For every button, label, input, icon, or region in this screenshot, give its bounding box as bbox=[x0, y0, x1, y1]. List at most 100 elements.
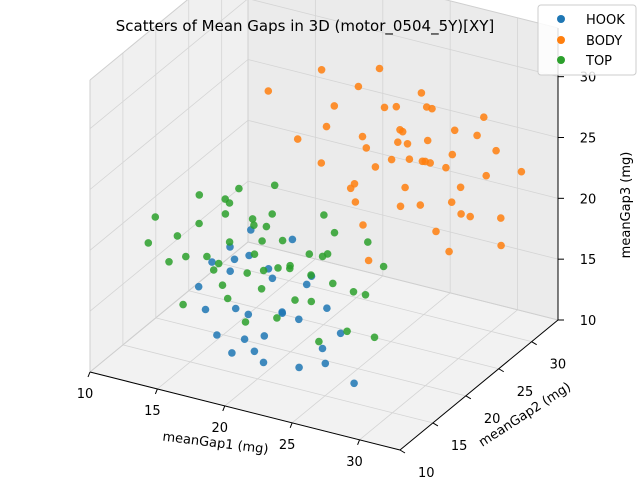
data-point-body bbox=[482, 171, 491, 180]
data-point-top bbox=[291, 296, 299, 304]
data-point-top bbox=[173, 232, 182, 240]
y-tick-label: 20 bbox=[484, 412, 501, 427]
data-point-body bbox=[350, 180, 359, 188]
data-point-body bbox=[364, 256, 373, 265]
legend-label-body: BODY bbox=[586, 34, 622, 49]
data-point-hook bbox=[260, 332, 269, 340]
data-point-top bbox=[182, 252, 190, 261]
data-point-top bbox=[248, 215, 257, 223]
data-point-body bbox=[351, 198, 360, 206]
data-point-body bbox=[264, 87, 273, 95]
data-point-body bbox=[480, 113, 488, 121]
x-tick-mark bbox=[154, 388, 158, 395]
data-point-body bbox=[456, 183, 465, 192]
data-point-hook bbox=[244, 310, 253, 319]
data-point-body bbox=[423, 136, 432, 145]
data-point-hook bbox=[194, 282, 203, 291]
x-tick-mark bbox=[87, 371, 91, 378]
z-tick-label: 25 bbox=[580, 132, 597, 147]
data-point-top bbox=[144, 239, 153, 247]
data-point-body bbox=[401, 183, 409, 192]
chart-title: Scatters of Mean Gaps in 3D (motor_0504_… bbox=[116, 17, 495, 36]
data-point-top bbox=[165, 258, 173, 266]
data-point-top bbox=[195, 191, 204, 199]
grid-line-y-floor bbox=[122, 344, 434, 424]
data-point-top bbox=[330, 228, 339, 237]
data-point-top bbox=[307, 271, 315, 279]
pane-edge bbox=[89, 0, 189, 81]
data-point-top bbox=[235, 184, 243, 193]
data-point-body bbox=[450, 126, 459, 135]
data-point-top bbox=[343, 327, 351, 336]
data-point-top bbox=[262, 222, 271, 231]
data-point-hook bbox=[336, 329, 345, 338]
data-point-top bbox=[270, 181, 279, 190]
x-tick-label: 15 bbox=[144, 404, 161, 419]
data-point-body bbox=[375, 64, 384, 73]
data-point-body bbox=[317, 66, 326, 74]
data-point-hook bbox=[295, 315, 303, 324]
data-point-body bbox=[387, 155, 396, 164]
data-point-top bbox=[329, 279, 337, 288]
y-tick-mark bbox=[498, 368, 505, 373]
x-tick-mark bbox=[289, 422, 293, 429]
data-point-top bbox=[364, 238, 372, 246]
data-point-top bbox=[179, 300, 187, 309]
data-point-body bbox=[358, 132, 367, 141]
data-point-top bbox=[349, 288, 358, 296]
data-points bbox=[144, 64, 526, 388]
legend-label-top: TOP bbox=[585, 54, 612, 69]
grid-line-z-left bbox=[89, 59, 249, 190]
data-point-hook bbox=[288, 235, 297, 244]
data-point-hook bbox=[350, 379, 358, 388]
y-tick-label: 25 bbox=[517, 385, 534, 400]
data-point-hook bbox=[201, 305, 210, 314]
data-point-top bbox=[286, 264, 294, 273]
grid-line-y-floor bbox=[155, 317, 466, 397]
data-point-body bbox=[448, 150, 457, 159]
data-point-hook bbox=[213, 331, 221, 339]
legend-label-hook: HOOK bbox=[586, 13, 625, 28]
y-tick-label: 10 bbox=[418, 466, 435, 480]
data-point-body bbox=[371, 163, 380, 171]
data-point-top bbox=[151, 213, 160, 221]
data-point-hook bbox=[208, 258, 216, 266]
data-point-top bbox=[257, 285, 266, 293]
pane-edge bbox=[444, 0, 559, 29]
data-point-body bbox=[432, 227, 440, 236]
grid-line-z-back bbox=[247, 119, 559, 199]
legend-marker-hook bbox=[557, 15, 565, 23]
data-point-hook bbox=[268, 274, 277, 283]
y-tick-label: 30 bbox=[550, 358, 567, 373]
data-point-top bbox=[250, 221, 258, 229]
data-point-hook bbox=[231, 304, 240, 313]
data-point-body bbox=[421, 157, 430, 166]
data-point-hook bbox=[259, 358, 268, 367]
data-point-hook bbox=[321, 359, 330, 368]
data-point-body bbox=[497, 241, 505, 250]
data-point-body bbox=[445, 247, 453, 256]
data-point-body bbox=[466, 212, 475, 221]
data-point-body bbox=[457, 210, 465, 218]
x-axis-line bbox=[89, 371, 401, 451]
data-point-body bbox=[394, 138, 402, 146]
data-point-top bbox=[259, 266, 268, 275]
data-point-top bbox=[214, 259, 223, 268]
data-point-body bbox=[405, 155, 414, 163]
data-point-top bbox=[225, 238, 234, 246]
data-point-hook bbox=[278, 309, 287, 318]
grid-line-z-left bbox=[89, 120, 249, 251]
data-point-top bbox=[268, 210, 277, 218]
y-tick-mark bbox=[399, 449, 406, 454]
data-point-top bbox=[361, 291, 370, 299]
legend-marker-top bbox=[557, 56, 565, 64]
grid-line-z-back bbox=[247, 59, 559, 138]
data-point-top bbox=[320, 211, 328, 219]
pane-edge bbox=[247, 241, 559, 321]
data-point-body bbox=[428, 104, 436, 113]
data-point-body bbox=[293, 135, 302, 143]
data-point-hook bbox=[230, 255, 239, 264]
data-point-body bbox=[354, 82, 363, 91]
